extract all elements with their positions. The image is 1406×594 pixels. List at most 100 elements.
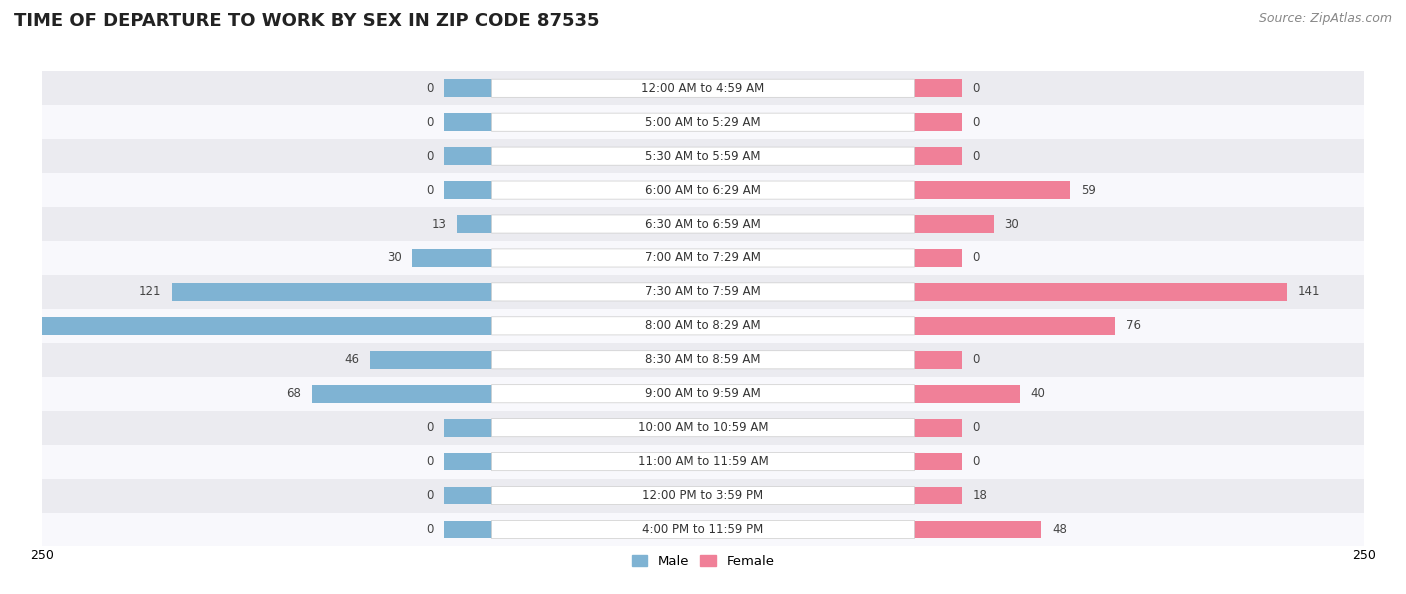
Text: 12:00 AM to 4:59 AM: 12:00 AM to 4:59 AM xyxy=(641,82,765,95)
Text: 6:30 AM to 6:59 AM: 6:30 AM to 6:59 AM xyxy=(645,217,761,230)
Text: 7:30 AM to 7:59 AM: 7:30 AM to 7:59 AM xyxy=(645,285,761,298)
FancyBboxPatch shape xyxy=(492,215,914,233)
Text: 5:00 AM to 5:29 AM: 5:00 AM to 5:29 AM xyxy=(645,116,761,129)
FancyBboxPatch shape xyxy=(492,350,914,369)
Text: 0: 0 xyxy=(973,421,980,434)
Bar xyxy=(42,410,1364,445)
Bar xyxy=(914,249,962,267)
Bar xyxy=(444,147,492,165)
FancyBboxPatch shape xyxy=(492,317,914,335)
Text: 46: 46 xyxy=(344,353,360,366)
Text: TIME OF DEPARTURE TO WORK BY SEX IN ZIP CODE 87535: TIME OF DEPARTURE TO WORK BY SEX IN ZIP … xyxy=(14,12,599,30)
Text: 0: 0 xyxy=(426,150,433,163)
Bar xyxy=(42,71,1364,105)
Bar xyxy=(444,181,492,199)
Bar xyxy=(42,377,1364,410)
Bar xyxy=(42,309,1364,343)
Bar xyxy=(42,343,1364,377)
Bar xyxy=(444,453,492,470)
Text: 0: 0 xyxy=(426,421,433,434)
Text: 0: 0 xyxy=(426,116,433,129)
Bar xyxy=(42,445,1364,479)
Text: 0: 0 xyxy=(973,455,980,468)
Text: 9:00 AM to 9:59 AM: 9:00 AM to 9:59 AM xyxy=(645,387,761,400)
Bar xyxy=(42,105,1364,139)
Bar xyxy=(42,275,1364,309)
Text: 0: 0 xyxy=(973,251,980,264)
Bar xyxy=(42,513,1364,546)
Bar xyxy=(42,173,1364,207)
Text: 48: 48 xyxy=(1052,523,1067,536)
Text: 8:30 AM to 8:59 AM: 8:30 AM to 8:59 AM xyxy=(645,353,761,366)
Text: 30: 30 xyxy=(1004,217,1019,230)
Bar xyxy=(914,453,962,470)
Bar xyxy=(444,80,492,97)
FancyBboxPatch shape xyxy=(492,113,914,131)
Text: 0: 0 xyxy=(973,82,980,95)
Bar xyxy=(914,317,1115,334)
Bar xyxy=(914,351,962,369)
Bar xyxy=(42,139,1364,173)
Text: 8:00 AM to 8:29 AM: 8:00 AM to 8:29 AM xyxy=(645,320,761,333)
Text: 76: 76 xyxy=(1126,320,1140,333)
Bar xyxy=(42,241,1364,275)
Bar xyxy=(444,486,492,504)
Text: 0: 0 xyxy=(426,455,433,468)
Text: 40: 40 xyxy=(1031,387,1046,400)
Bar xyxy=(914,385,1021,403)
Text: 6:00 AM to 6:29 AM: 6:00 AM to 6:29 AM xyxy=(645,184,761,197)
Bar xyxy=(370,351,492,369)
Text: 13: 13 xyxy=(432,217,447,230)
Bar xyxy=(914,283,1286,301)
FancyBboxPatch shape xyxy=(492,419,914,437)
Text: 5:30 AM to 5:59 AM: 5:30 AM to 5:59 AM xyxy=(645,150,761,163)
Legend: Male, Female: Male, Female xyxy=(626,549,780,573)
Text: 59: 59 xyxy=(1081,184,1095,197)
FancyBboxPatch shape xyxy=(492,249,914,267)
Text: 30: 30 xyxy=(387,251,402,264)
Text: 68: 68 xyxy=(287,387,301,400)
Bar xyxy=(444,113,492,131)
Bar xyxy=(914,181,1070,199)
Text: 0: 0 xyxy=(426,82,433,95)
Bar xyxy=(914,80,962,97)
Text: 141: 141 xyxy=(1298,285,1320,298)
FancyBboxPatch shape xyxy=(492,79,914,97)
Bar xyxy=(914,486,962,504)
Text: 10:00 AM to 10:59 AM: 10:00 AM to 10:59 AM xyxy=(638,421,768,434)
Bar xyxy=(412,249,492,267)
FancyBboxPatch shape xyxy=(492,385,914,403)
FancyBboxPatch shape xyxy=(492,453,914,470)
FancyBboxPatch shape xyxy=(492,181,914,199)
Bar xyxy=(914,147,962,165)
Text: 0: 0 xyxy=(426,489,433,502)
Bar xyxy=(914,419,962,437)
Bar xyxy=(0,317,492,334)
Text: 0: 0 xyxy=(973,353,980,366)
Bar xyxy=(42,479,1364,513)
Text: 4:00 PM to 11:59 PM: 4:00 PM to 11:59 PM xyxy=(643,523,763,536)
Bar xyxy=(444,521,492,538)
Text: 0: 0 xyxy=(426,184,433,197)
Text: 11:00 AM to 11:59 AM: 11:00 AM to 11:59 AM xyxy=(638,455,768,468)
Text: 0: 0 xyxy=(973,150,980,163)
Text: 7:00 AM to 7:29 AM: 7:00 AM to 7:29 AM xyxy=(645,251,761,264)
Bar xyxy=(312,385,492,403)
Bar xyxy=(457,215,492,233)
Text: 0: 0 xyxy=(973,116,980,129)
FancyBboxPatch shape xyxy=(492,283,914,301)
Bar xyxy=(914,215,994,233)
Text: 18: 18 xyxy=(973,489,987,502)
Text: 121: 121 xyxy=(139,285,162,298)
Text: 0: 0 xyxy=(426,523,433,536)
Text: 12:00 PM to 3:59 PM: 12:00 PM to 3:59 PM xyxy=(643,489,763,502)
Text: Source: ZipAtlas.com: Source: ZipAtlas.com xyxy=(1258,12,1392,25)
Bar xyxy=(42,207,1364,241)
Bar xyxy=(914,521,1042,538)
Bar xyxy=(172,283,492,301)
Bar xyxy=(444,419,492,437)
FancyBboxPatch shape xyxy=(492,520,914,539)
FancyBboxPatch shape xyxy=(492,147,914,165)
Bar xyxy=(914,113,962,131)
FancyBboxPatch shape xyxy=(492,486,914,505)
